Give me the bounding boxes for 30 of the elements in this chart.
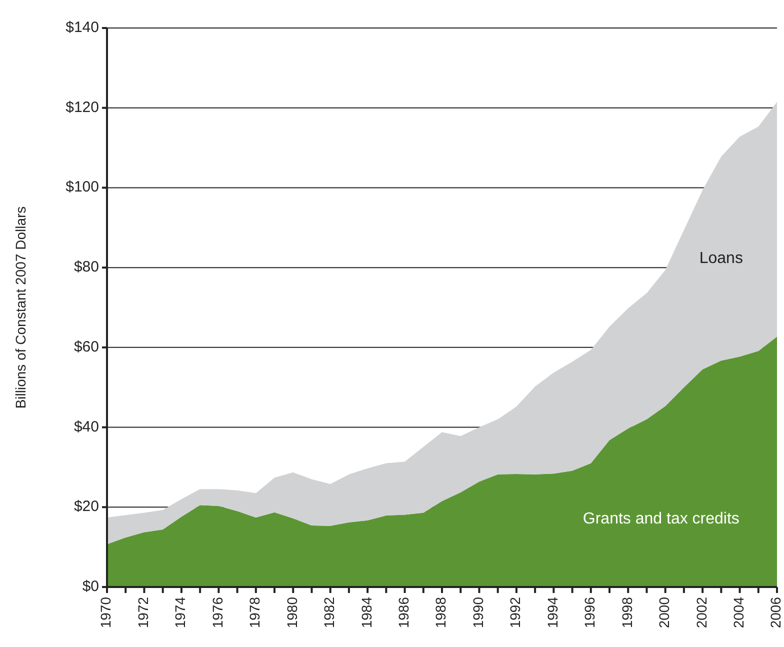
y-tick-label: $120 [66, 98, 99, 116]
x-tick-label: 1992 [507, 596, 524, 628]
y-tick-label: $20 [74, 498, 99, 516]
y-tick-label: $80 [74, 258, 99, 276]
x-tick-label: 1978 [246, 596, 263, 628]
x-tick-label: 1986 [395, 596, 412, 628]
y-tick-label: $60 [74, 338, 99, 356]
x-tick-label: 1970 [98, 596, 114, 628]
x-tick-label: 1998 [618, 596, 635, 628]
x-tick-label: 1980 [284, 596, 300, 628]
x-tick-label: 2000 [656, 596, 672, 628]
x-tick-label: 1982 [321, 596, 338, 628]
y-tick-label: $140 [66, 18, 99, 36]
x-tick-label: 1990 [470, 596, 486, 628]
x-tick-label: 2004 [730, 596, 746, 628]
series-label: Grants and tax credits [582, 510, 740, 528]
y-tick-label: $0 [82, 578, 99, 595]
y-tick-label: $40 [74, 418, 99, 436]
x-tick-label: 2006 [768, 596, 784, 628]
x-tick-label: 1994 [544, 596, 560, 628]
x-tick-label: 1984 [358, 596, 374, 628]
y-axis-title: Billions of Constant 2007 Dollars [12, 206, 29, 409]
x-tick-label: 1988 [432, 596, 449, 628]
x-tick-label: 1972 [134, 596, 151, 628]
series-label: Loans [699, 250, 743, 267]
y-tick-label: $100 [66, 178, 99, 196]
x-tick-label: 2002 [693, 596, 710, 628]
x-tick-label: 1976 [209, 596, 226, 628]
x-tick-label: 1974 [172, 596, 188, 628]
x-tick-label: 1996 [582, 596, 598, 628]
